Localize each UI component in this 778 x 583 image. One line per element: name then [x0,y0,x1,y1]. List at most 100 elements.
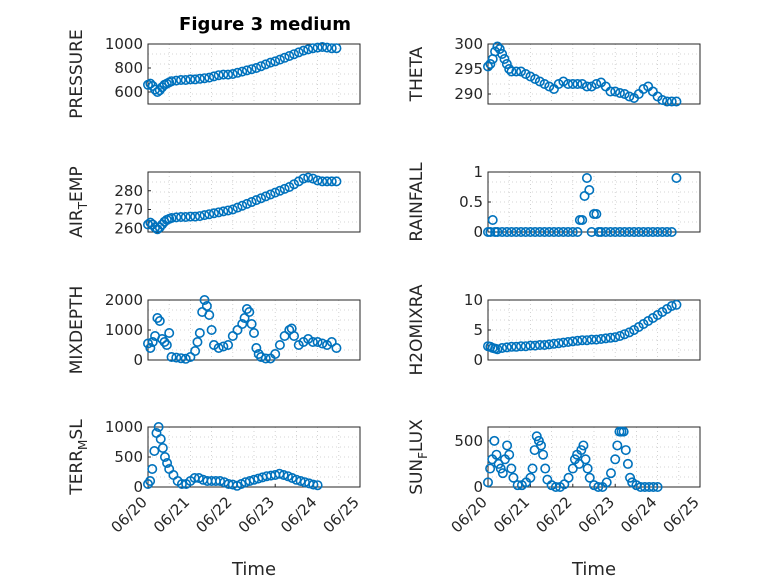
data-point [515,66,526,77]
data-point [317,176,328,187]
y-tick-label: 500 [114,448,143,466]
data-point [612,440,623,451]
y-axis-label-subscript: F [416,452,430,459]
data-point [190,345,201,356]
x-tick-label: 06/24 [617,493,660,536]
data-point [620,445,631,456]
data-point [308,479,319,490]
data-point [506,66,517,77]
data-point [293,47,304,58]
data-point [502,440,513,451]
data-point [530,227,541,238]
axes-box [147,171,361,233]
y-tick-label: 1000 [105,321,143,339]
data-point [610,332,621,343]
data-point [176,478,187,489]
data-point [218,69,229,80]
data-point [671,173,682,184]
data-point [584,472,595,483]
data-point [558,227,569,238]
data-point [251,342,262,353]
y-tick-label: 0 [133,478,143,496]
data-point [152,312,163,323]
subplot-7: 0 500 1000 06/20 06/21 06/22 06/23 06/24 06/25 TE… [67,418,363,580]
data-point [485,463,496,474]
data-point [501,58,512,69]
data-point [265,57,276,68]
data-point [553,338,564,349]
x-axis-label: Time [231,559,276,580]
axes-box [147,299,361,361]
data-point [307,43,318,54]
data-point [605,86,616,97]
data-point [525,340,536,351]
data-point [227,69,238,80]
x-tick-label: 06/23 [575,493,618,536]
data-point [501,342,512,353]
data-point [284,50,295,61]
data-point [605,468,616,479]
data-point [563,336,574,347]
data-point [204,72,215,83]
data-point [289,330,300,341]
data-point [605,332,616,343]
data-point [567,227,578,238]
data-point [544,339,555,350]
data-point [227,330,238,341]
axes-box [487,43,701,105]
data-point [504,449,515,460]
data-point [512,480,523,491]
data-point [241,198,252,209]
x-tick-label: 06/21 [490,493,533,536]
data-point [199,210,210,221]
data-point [180,353,191,364]
data-point [312,42,323,53]
data-point [576,445,587,456]
data-point [270,56,281,67]
data-point [312,336,323,347]
data-point [638,227,649,238]
data-point [662,96,673,107]
data-point [586,334,597,345]
data-point [260,59,271,70]
data-point [185,351,196,362]
y-tick-label: 0 [133,351,143,369]
y-axis-label: THETA [407,46,427,102]
data-point [199,294,210,305]
subplot-6: 0 5 10 H2OMIXRA [407,284,701,376]
data-point [298,173,309,184]
data-point [317,41,328,52]
x-tick-label: 06/20 [108,493,151,536]
data-point [265,189,276,200]
data-point [614,227,625,238]
data-point [614,330,625,341]
data-point [506,463,517,474]
data-point [544,81,555,92]
data-point [317,338,328,349]
subplot-4: 0 0.5 1 RAINFALL [407,162,701,242]
y-tick-label: 0 [473,351,483,369]
data-point [506,341,517,352]
data-point [482,61,493,72]
data-point [284,324,295,335]
data-point [619,329,630,340]
data-point [303,44,314,55]
figure-title: Figure 3 medium [179,14,351,35]
subplot-8: 0 500 06/20 06/21 06/22 06/23 06/24 06/25 SUNFLU… [407,419,703,580]
data-point [638,84,649,95]
data-point [586,81,597,92]
data-point [206,324,217,335]
data-point [492,41,503,52]
data-point [581,173,592,184]
data-point [495,463,506,474]
data-point [213,70,224,81]
y-tick-label: 1 [473,163,483,181]
data-point [303,172,314,183]
data-point [530,74,541,85]
data-point [539,227,550,238]
data-point [492,227,503,238]
x-tick-label: 06/22 [532,493,575,536]
data-point [331,43,342,54]
data-point [525,472,536,483]
